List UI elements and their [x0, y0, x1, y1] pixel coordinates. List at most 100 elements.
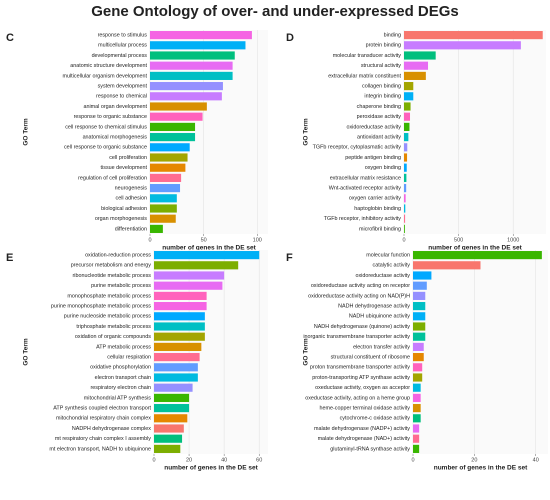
- x-axis-title: number of genes in the DE set: [164, 465, 258, 472]
- category-label: antioxidant activity: [357, 135, 401, 141]
- plot-area: [150, 30, 268, 234]
- bar: [150, 204, 177, 213]
- bar: [154, 424, 184, 433]
- bar: [413, 363, 423, 372]
- bar: [413, 353, 424, 362]
- category-label: oxidation of organic compounds: [75, 334, 151, 340]
- bar: [413, 393, 421, 402]
- category-label: ATP synthesis coupled electron transport: [53, 406, 151, 412]
- category-label: cell response to organic substance: [64, 145, 147, 151]
- bar: [150, 92, 222, 101]
- category-label: haptoglobin binding: [354, 206, 401, 212]
- bar: [150, 163, 186, 172]
- category-label: Wnt-activated receptor activity: [329, 186, 402, 192]
- bar: [154, 363, 198, 372]
- category-label: anatomical morphogenesis: [83, 135, 148, 141]
- category-label: oxeductase activity, oxygen as acceptor: [315, 385, 410, 391]
- bar: [154, 404, 190, 413]
- category-label: oxidoreductase activity: [346, 124, 401, 130]
- category-label: system development: [98, 84, 148, 90]
- x-axis-title: number of genes in the DE set: [428, 245, 522, 252]
- panel-letter: E: [6, 252, 13, 264]
- category-label: electron transfer activity: [353, 344, 410, 350]
- bar: [154, 291, 207, 300]
- category-label: proton-transporting ATP synthase activit…: [312, 375, 410, 381]
- category-label: ribonucleotide metabolic process: [72, 273, 151, 279]
- category-label: animal organ development: [83, 104, 147, 110]
- x-tick-label: 0: [411, 457, 414, 463]
- bar: [413, 302, 426, 311]
- bar: [404, 184, 407, 193]
- x-tick-label: 50: [201, 237, 207, 243]
- bar: [150, 61, 233, 70]
- bar: [413, 322, 426, 331]
- x-tick-label: 0: [152, 457, 155, 463]
- bar: [404, 92, 414, 101]
- bar: [154, 373, 198, 382]
- category-label: peptide antigen binding: [345, 155, 401, 161]
- bar: [413, 281, 427, 290]
- x-tick-label: 20: [186, 457, 192, 463]
- x-tick-label: 0: [148, 237, 151, 243]
- bar: [154, 434, 183, 443]
- bar: [154, 342, 202, 351]
- bar: [404, 71, 426, 80]
- category-label: mitochondrial ATP synthesis: [84, 395, 152, 401]
- x-tick-label: 1000: [507, 237, 519, 243]
- bar: [404, 112, 411, 121]
- category-label: oxidation-reduction process: [85, 253, 151, 259]
- panel-letter: D: [286, 32, 294, 44]
- category-label: cell proliferation: [109, 155, 147, 161]
- bar: [404, 31, 543, 40]
- bar: [150, 153, 188, 162]
- category-label: respiratory electron chain: [90, 385, 151, 391]
- bar: [404, 153, 408, 162]
- category-label: oxidative phosphorylation: [90, 365, 151, 371]
- category-label: biological adhesion: [101, 206, 147, 212]
- bar: [154, 312, 205, 321]
- category-label: anatomic structure development: [70, 63, 147, 69]
- bar: [154, 281, 223, 290]
- x-axis-title: number of genes in the DE set: [162, 245, 256, 252]
- bar: [404, 41, 521, 50]
- category-label: mt electron transport, NADH to ubiquinon…: [49, 446, 151, 452]
- x-tick-label: 100: [253, 237, 262, 243]
- bar: [404, 102, 411, 111]
- category-label: molecular function: [366, 253, 410, 259]
- bar: [413, 332, 426, 341]
- category-label: multicellular organism development: [63, 73, 148, 79]
- category-label: catalytic activity: [373, 263, 411, 269]
- bar: [154, 414, 188, 423]
- panel-letter: C: [6, 32, 14, 44]
- bar: [154, 251, 260, 260]
- x-tick-label: 40: [533, 457, 539, 463]
- category-label: mitochondrial respiratory chain complex: [56, 416, 151, 422]
- category-label: precursor metabolism and energy: [71, 263, 152, 269]
- bar: [154, 353, 200, 362]
- category-label: cell response to chemical stimulus: [65, 124, 147, 130]
- bar: [150, 51, 235, 60]
- category-label: binding: [384, 33, 401, 39]
- x-tick-label: 500: [454, 237, 463, 243]
- category-label: organ morphogenesis: [95, 216, 147, 222]
- category-label: developmental process: [92, 53, 148, 59]
- category-label: response to chemical: [96, 94, 147, 100]
- bar: [413, 251, 542, 260]
- bar: [154, 332, 205, 341]
- plot-area: [404, 30, 546, 234]
- category-label: oxidoreductase activity acting on recept…: [311, 283, 410, 289]
- category-label: oxygen binding: [365, 165, 401, 171]
- bar: [404, 214, 406, 223]
- bar: [150, 71, 233, 80]
- category-label: differentiation: [115, 226, 147, 232]
- category-label: glutaminyl-tRNA synthase activity: [330, 446, 410, 452]
- bar: [150, 112, 203, 121]
- bar: [404, 61, 429, 70]
- category-label: heme-copper terminal oxidase activity: [320, 406, 411, 412]
- category-label: regulation of cell proliferation: [78, 175, 147, 181]
- bar: [150, 143, 190, 152]
- y-axis-title: GO Term: [23, 118, 30, 146]
- bar: [154, 261, 239, 270]
- plot-area: [154, 250, 268, 454]
